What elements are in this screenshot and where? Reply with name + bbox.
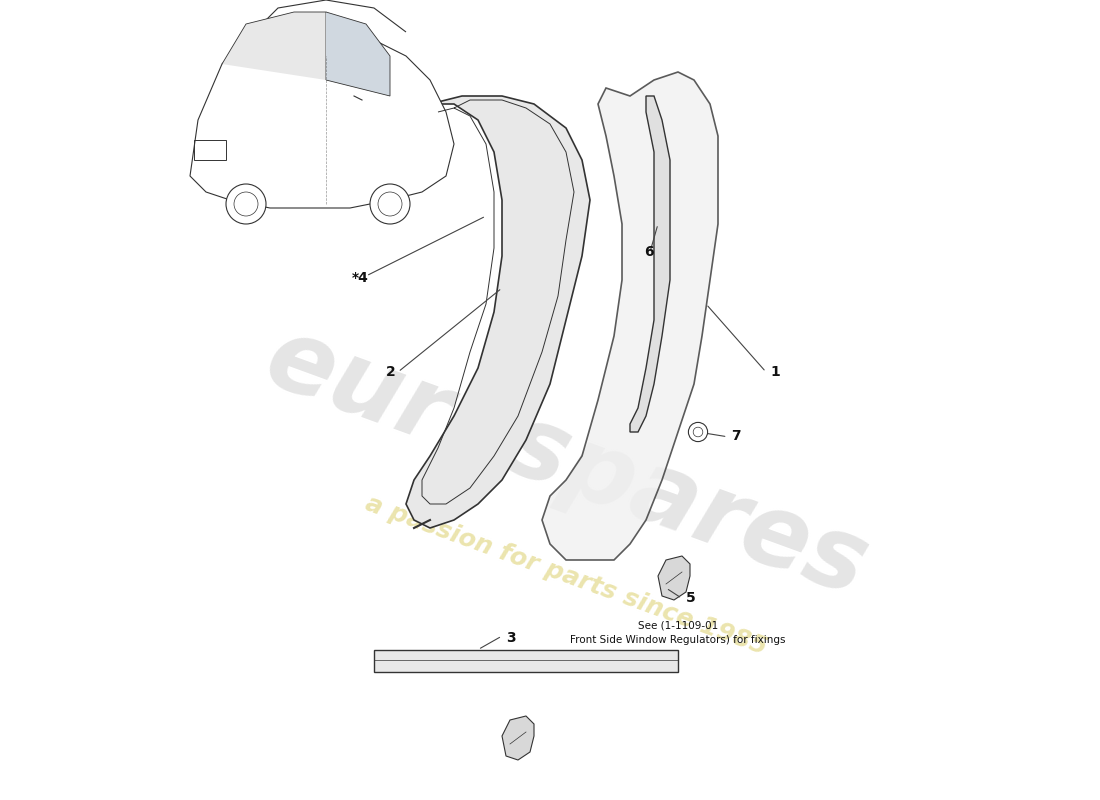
Bar bbox=[374, 650, 678, 672]
PathPatch shape bbox=[542, 72, 718, 560]
Circle shape bbox=[689, 422, 707, 442]
Bar bbox=[194, 140, 226, 160]
Text: 3: 3 bbox=[506, 630, 516, 645]
Circle shape bbox=[226, 184, 266, 224]
Text: 6: 6 bbox=[645, 245, 654, 259]
Text: 5: 5 bbox=[686, 590, 695, 605]
Text: 7: 7 bbox=[730, 429, 740, 443]
PathPatch shape bbox=[502, 716, 534, 760]
Text: *4: *4 bbox=[352, 270, 368, 285]
Text: 1: 1 bbox=[770, 365, 780, 379]
Text: a passion for parts since 1985: a passion for parts since 1985 bbox=[362, 492, 770, 660]
Text: eurospares: eurospares bbox=[252, 310, 880, 618]
Text: See (1-1109-01: See (1-1109-01 bbox=[638, 620, 718, 630]
Text: Front Side Window Regulators) for fixings: Front Side Window Regulators) for fixing… bbox=[570, 635, 785, 645]
PathPatch shape bbox=[326, 12, 390, 96]
PathPatch shape bbox=[630, 96, 670, 432]
PathPatch shape bbox=[222, 12, 326, 80]
Text: 2: 2 bbox=[386, 365, 396, 379]
PathPatch shape bbox=[406, 96, 590, 528]
Circle shape bbox=[370, 184, 410, 224]
PathPatch shape bbox=[658, 556, 690, 600]
PathPatch shape bbox=[190, 16, 454, 208]
